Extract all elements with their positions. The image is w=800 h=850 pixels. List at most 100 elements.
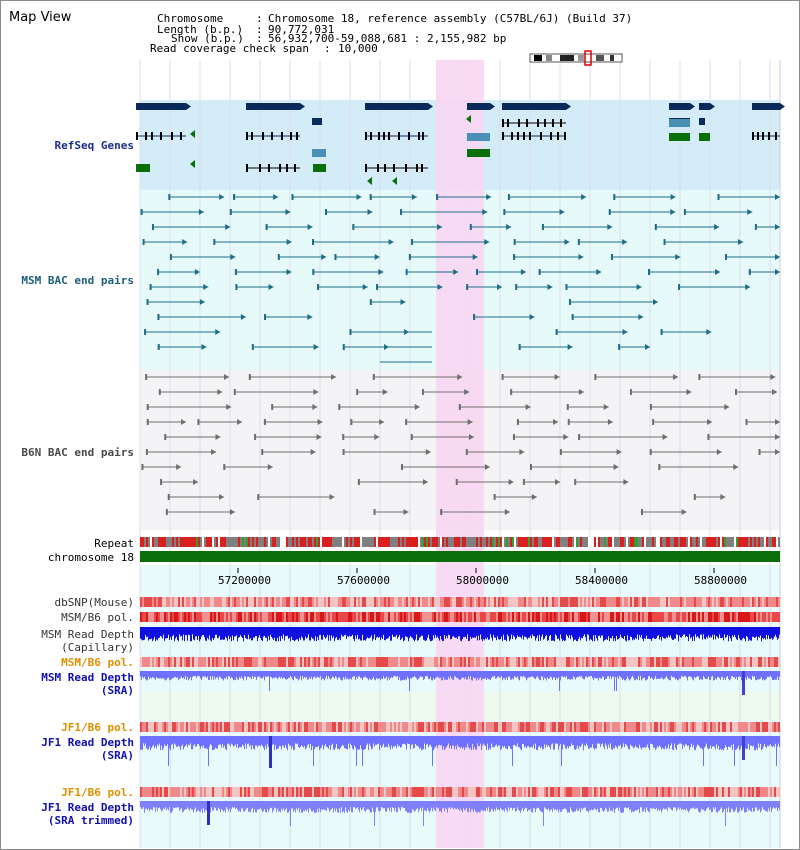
read-depth-bar xyxy=(305,801,306,810)
snp-heat-mark xyxy=(726,597,728,607)
repeat-mark xyxy=(322,537,324,547)
snp-heat-mark xyxy=(264,612,266,622)
read-depth-bar xyxy=(741,671,742,681)
snp-heat-mark xyxy=(222,597,224,607)
read-depth-bar xyxy=(512,801,513,811)
read-depth-bar xyxy=(700,671,701,679)
read-depth-bar xyxy=(342,671,343,681)
read-depth-bar xyxy=(514,671,515,677)
read-depth-bar xyxy=(675,801,676,808)
read-depth-bar xyxy=(311,627,312,638)
read-depth-bar xyxy=(673,801,674,808)
read-depth-bar xyxy=(315,801,316,813)
read-depth-bar xyxy=(728,736,729,747)
snp-heat-mark xyxy=(750,787,752,797)
repeat-mark xyxy=(412,537,414,547)
snp-heat-mark xyxy=(174,597,176,607)
snp-heat-mark xyxy=(372,722,374,732)
read-depth-bar xyxy=(390,627,391,641)
snp-heat-mark xyxy=(546,787,548,797)
read-depth-bar xyxy=(465,671,466,677)
snp-heat-mark xyxy=(416,597,418,607)
snp-heat-mark xyxy=(608,722,610,732)
read-depth-bar xyxy=(158,801,159,809)
snp-heat-mark xyxy=(256,722,258,732)
snp-heat-mark xyxy=(186,657,188,667)
read-depth-bar xyxy=(711,736,712,749)
snp-heat-mark xyxy=(226,722,228,732)
b6n-bac-pair-end xyxy=(578,389,584,395)
snp-heat-mark xyxy=(396,722,398,732)
snp-heat-mark xyxy=(570,787,572,797)
read-depth-bar xyxy=(290,801,291,826)
read-depth-bar xyxy=(336,671,337,678)
read-depth-bar xyxy=(749,627,750,640)
read-depth-bar xyxy=(170,801,171,813)
read-depth-bar xyxy=(439,671,440,679)
read-depth-bar xyxy=(343,671,344,678)
read-depth-bar xyxy=(521,671,522,677)
snp-heat-mark xyxy=(582,657,584,667)
snp-heat-mark xyxy=(340,612,342,622)
read-depth-bar xyxy=(601,627,602,636)
snp-heat-mark xyxy=(364,787,366,797)
read-depth-bar xyxy=(432,801,433,812)
snp-heat-mark xyxy=(252,657,254,667)
read-depth-bar xyxy=(410,801,411,813)
read-depth-bar xyxy=(276,627,277,642)
read-depth-bar xyxy=(540,736,541,748)
read-depth-bar xyxy=(516,801,517,812)
read-depth-bar xyxy=(260,671,261,679)
read-depth-bar xyxy=(695,736,696,750)
read-depth-bar xyxy=(332,801,333,808)
snp-heat-mark xyxy=(682,722,684,732)
read-depth-bar xyxy=(520,801,521,813)
read-depth-bar xyxy=(632,801,633,812)
ideogram-band xyxy=(560,55,574,61)
read-depth-bar xyxy=(320,736,321,749)
b6n-bac-pair-end xyxy=(770,374,776,380)
snp-heat-mark xyxy=(204,612,206,622)
snp-heat-mark xyxy=(704,787,706,797)
refseq-gene xyxy=(312,149,326,157)
read-depth-bar xyxy=(617,736,618,749)
repeat-mark xyxy=(410,537,412,547)
read-depth-bar xyxy=(503,671,504,679)
read-depth-bar xyxy=(576,671,577,678)
snp-heat-mark xyxy=(304,612,306,622)
repeat-mark xyxy=(646,537,648,547)
snp-heat-mark xyxy=(466,612,468,622)
read-depth-bar xyxy=(318,671,319,678)
read-depth-bar xyxy=(205,671,206,677)
snp-heat-mark xyxy=(648,787,650,797)
snp-heat-mark xyxy=(308,597,310,607)
read-depth-bar xyxy=(648,801,649,812)
snp-heat-mark xyxy=(142,657,144,667)
read-depth-bar xyxy=(370,627,371,638)
snp-heat-mark xyxy=(336,787,338,797)
snp-heat-mark xyxy=(610,657,612,667)
snp-heat-mark xyxy=(540,597,542,607)
snp-heat-mark xyxy=(334,597,336,607)
read-depth-bar xyxy=(148,671,149,677)
read-depth-bar xyxy=(580,627,581,641)
msm-bac-pair-end xyxy=(675,254,681,260)
read-depth-bar xyxy=(253,736,254,749)
read-depth-bar xyxy=(622,801,623,813)
repeat-mark xyxy=(660,537,662,547)
refseq-exon xyxy=(511,132,513,140)
repeat-mark xyxy=(718,537,720,547)
read-depth-bar xyxy=(583,627,584,637)
read-depth-bar xyxy=(436,627,437,638)
read-depth-bar xyxy=(691,627,692,638)
snp-heat-mark xyxy=(374,787,376,797)
read-depth-bar xyxy=(324,801,325,810)
snp-heat-mark xyxy=(426,597,428,607)
snp-heat-mark xyxy=(378,657,380,667)
read-depth-bar xyxy=(615,627,616,642)
read-depth-bar xyxy=(454,801,455,809)
snp-heat-mark xyxy=(704,612,706,622)
b6n-bac-pair-end xyxy=(455,479,458,485)
read-depth-bar xyxy=(211,627,212,642)
